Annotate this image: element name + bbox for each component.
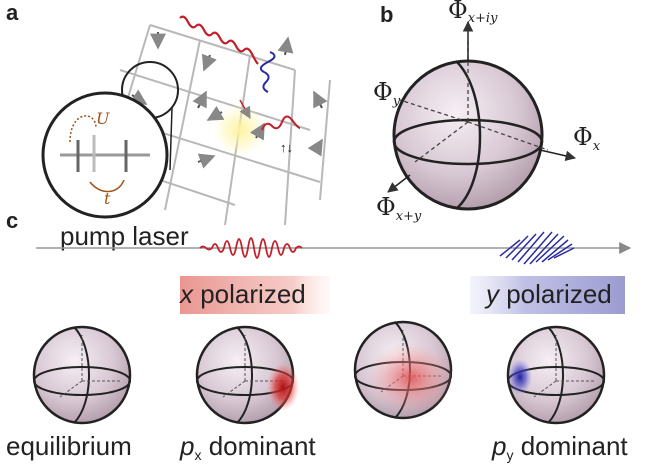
interaction-U-label: U: [96, 109, 110, 128]
axis-label-left: Φy: [373, 78, 401, 109]
doublon-spin-pair: ↑↓: [280, 140, 293, 155]
y-polarized-label: y polarized: [484, 279, 612, 309]
panel-label-c: c: [6, 208, 18, 233]
blue-pulse: [499, 231, 575, 265]
incoming-red-photon: [179, 15, 259, 65]
caption-px-dominant: px dominant: [179, 431, 316, 463]
x-polarized-band: [180, 276, 330, 314]
sphere-px-dominant: [195, 325, 299, 425]
panel-label-b: b: [380, 2, 393, 27]
sphere-py-dominant: [506, 325, 606, 425]
outgoing-red-photon: [261, 115, 301, 131]
x-polarized-label: x polarized: [178, 279, 306, 309]
caption-equilibrium: equilibrium: [6, 431, 132, 461]
zoom-connector-right: [169, 107, 173, 171]
sphere-equilibrium: [32, 325, 132, 425]
blue-photon: [259, 51, 276, 93]
axis-label-right: Φx: [573, 123, 601, 154]
sphere-intermediate: [353, 320, 455, 420]
spin-arrows: [129, 32, 328, 169]
axis-label-top: Φx+iy: [448, 0, 498, 26]
bloch-sphere-main: [387, 20, 577, 211]
caption-py-dominant: py dominant: [491, 431, 628, 463]
hopping-t-label: t: [104, 189, 111, 208]
axis-label-bottom: Φx+y: [376, 193, 422, 224]
y-polarized-band: [470, 276, 625, 314]
excitation-glow: [214, 104, 266, 156]
red-pulse: [199, 237, 303, 259]
red-arrow: [239, 99, 251, 120]
panel-label-a: a: [6, 0, 19, 25]
pump-laser-label: pump laser: [60, 221, 189, 251]
zoom-inset: [41, 91, 169, 219]
